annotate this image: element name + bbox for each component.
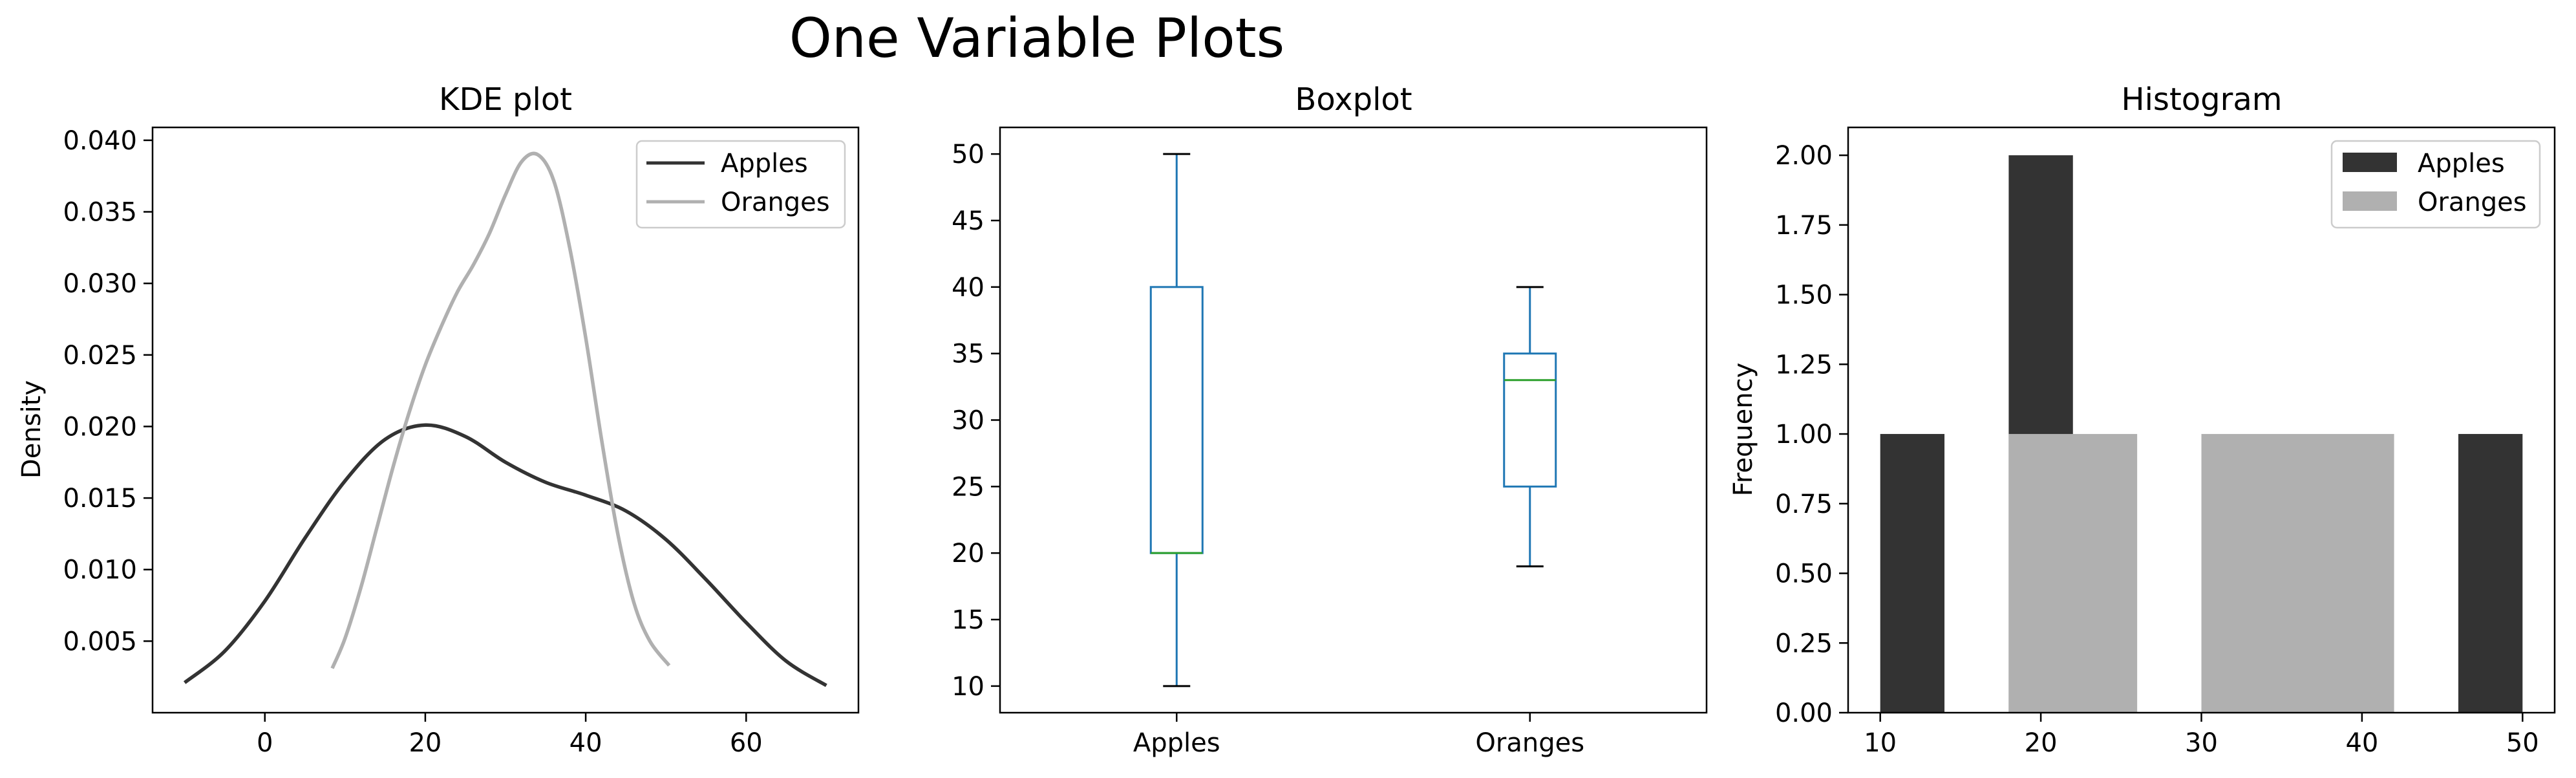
boxplot-xtick-label: Oranges <box>1475 728 1584 758</box>
histogram-ytick-label: 0.50 <box>1775 559 1833 589</box>
kde-axes-frame <box>151 126 860 714</box>
kde-ytick-label: 0.020 <box>63 412 137 442</box>
histogram-xtick-label: 20 <box>2025 728 2058 758</box>
kde-ytick-label: 0.030 <box>63 269 137 299</box>
boxplot-ytick-label: 15 <box>952 605 985 635</box>
kde-ytick-label: 0.010 <box>63 556 137 585</box>
boxplot-ytick-label: 35 <box>952 340 985 369</box>
histogram-ytick-label: 1.50 <box>1775 281 1833 310</box>
boxplot-ytick-label: 40 <box>952 273 985 303</box>
histogram-xtick-label: 40 <box>2345 728 2378 758</box>
histogram-ytick-label: 0.75 <box>1775 490 1833 519</box>
legend-label-oranges: Oranges <box>721 188 830 217</box>
boxplot-ytick-label: 10 <box>952 672 985 702</box>
boxplot-ytick-label: 25 <box>952 472 985 502</box>
kde-xtick-label: 0 <box>257 728 273 758</box>
kde-panel: KDE plot Density 0.0050.0100.0150.0200.0… <box>17 81 860 758</box>
kde-ytick-label: 0.015 <box>63 484 137 513</box>
histogram-ytick-label: 1.25 <box>1775 350 1833 380</box>
kde-ytick-label: 0.005 <box>63 627 137 656</box>
boxplot-plot-area: 10 15 20 25 30 35 40 45 50 Apples Oranges <box>952 126 1708 758</box>
kde-title: KDE plot <box>439 81 572 118</box>
histogram-ytick-label: 0.25 <box>1775 629 1833 658</box>
histogram-panel: Histogram Frequency 0.00 0.25 0.50 0.75 1.00… <box>1729 81 2556 758</box>
histogram-plot-area: 0.00 0.25 0.50 0.75 1.00 1.25 1.50 1.75 2.00 10 20… <box>1775 126 2556 758</box>
kde-plot-area: 0.005 0.010 0.015 0.020 0.025 0.030 0.035 0.040… <box>63 126 860 758</box>
boxplot-title: Boxplot <box>1295 81 1412 118</box>
kde-xtick-label: 40 <box>569 728 602 758</box>
kde-ytick-label: 0.035 <box>63 198 137 228</box>
kde-ytick-label: 0.040 <box>63 126 137 156</box>
histogram-xtick-label: 10 <box>1864 728 1897 758</box>
legend-label-apples: Apples <box>721 149 808 178</box>
histogram-xtick-label: 30 <box>2185 728 2218 758</box>
kde-ytick-label: 0.025 <box>63 341 137 371</box>
kde-ylabel: Density <box>17 380 47 479</box>
boxplot-panel: Boxplot 10 15 20 25 30 35 40 45 50 Apples Oranges <box>952 81 1708 758</box>
kde-legend: Apples Oranges <box>635 140 846 229</box>
histogram-bar-apples <box>2458 434 2523 713</box>
legend-swatch-apples <box>2343 153 2397 172</box>
histogram-ytick-label: 2.00 <box>1775 141 1833 171</box>
boxplot-ytick-label: 20 <box>952 539 985 568</box>
legend-swatch-oranges <box>2343 191 2397 211</box>
kde-line-apples <box>183 423 827 687</box>
histogram-xtick-label: 50 <box>2506 728 2539 758</box>
histogram-title: Histogram <box>2122 81 2283 118</box>
histogram-ytick-label: 1.75 <box>1775 211 1833 241</box>
histogram-bar-oranges <box>2008 434 2138 713</box>
boxplot-xtick-label: Apples <box>1133 728 1220 758</box>
histogram-ylabel: Frequency <box>1729 363 1758 497</box>
histogram-bar-oranges <box>2201 434 2394 713</box>
histogram-bar-apples <box>1880 434 1945 713</box>
boxplot-ytick-label: 50 <box>952 140 985 169</box>
boxplot-ytick-label: 30 <box>952 406 985 436</box>
histogram-legend: Apples Oranges <box>2330 140 2541 229</box>
kde-xtick-label: 60 <box>730 728 763 758</box>
histogram-ytick-label: 1.00 <box>1775 420 1833 449</box>
histogram-ytick-label: 0.00 <box>1775 698 1833 728</box>
boxplot-ytick-label: 45 <box>952 206 985 236</box>
kde-xtick-label: 20 <box>409 728 442 758</box>
legend-label-apples: Apples <box>2418 149 2505 178</box>
kde-line-oranges <box>330 151 671 669</box>
legend-label-oranges: Oranges <box>2418 188 2527 217</box>
figure-title: One Variable Plots <box>789 6 1285 70</box>
box-oranges <box>1503 352 1557 488</box>
